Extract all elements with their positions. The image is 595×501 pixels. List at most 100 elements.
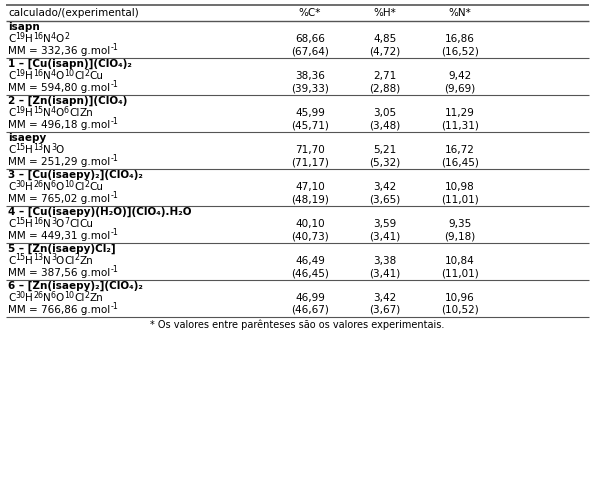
Text: 1 – [Cu(isapn)](ClO₄)₂: 1 – [Cu(isapn)](ClO₄)₂ bbox=[8, 59, 132, 69]
Text: 13: 13 bbox=[33, 254, 43, 263]
Text: (39,33): (39,33) bbox=[291, 83, 329, 93]
Text: 2: 2 bbox=[84, 179, 89, 188]
Text: (16,52): (16,52) bbox=[441, 46, 479, 56]
Text: -1: -1 bbox=[110, 43, 118, 52]
Text: 2: 2 bbox=[74, 254, 80, 263]
Text: (4,72): (4,72) bbox=[369, 46, 400, 56]
Text: Cu: Cu bbox=[80, 219, 93, 229]
Text: %N*: %N* bbox=[449, 8, 471, 18]
Text: C: C bbox=[8, 145, 15, 155]
Text: calculado/(experimental): calculado/(experimental) bbox=[8, 8, 139, 18]
Text: 19: 19 bbox=[15, 106, 25, 115]
Text: 10: 10 bbox=[64, 69, 74, 78]
Text: 45,99: 45,99 bbox=[295, 108, 325, 118]
Text: 3,42: 3,42 bbox=[374, 182, 397, 192]
Text: C: C bbox=[8, 34, 15, 44]
Text: 7: 7 bbox=[64, 216, 69, 225]
Text: O: O bbox=[56, 34, 64, 44]
Text: N: N bbox=[43, 71, 51, 81]
Text: (11,31): (11,31) bbox=[441, 120, 479, 130]
Text: isapn: isapn bbox=[8, 22, 40, 32]
Text: MM = 594,80 g.mol: MM = 594,80 g.mol bbox=[8, 83, 110, 93]
Text: 2,71: 2,71 bbox=[374, 71, 397, 81]
Text: C: C bbox=[8, 256, 15, 266]
Text: MM = 766,86 g.mol: MM = 766,86 g.mol bbox=[8, 305, 110, 315]
Text: Cl: Cl bbox=[69, 219, 80, 229]
Text: -1: -1 bbox=[110, 302, 118, 311]
Text: 26: 26 bbox=[33, 291, 43, 300]
Text: 68,66: 68,66 bbox=[295, 34, 325, 44]
Text: isaepy: isaepy bbox=[8, 133, 46, 143]
Text: -1: -1 bbox=[110, 117, 118, 126]
Text: 10: 10 bbox=[64, 291, 74, 300]
Text: 6 – [Zn(isaepy)₂](ClO₄)₂: 6 – [Zn(isaepy)₂](ClO₄)₂ bbox=[8, 281, 143, 291]
Text: -1: -1 bbox=[110, 154, 118, 163]
Text: 15: 15 bbox=[15, 254, 26, 263]
Text: Cl: Cl bbox=[69, 108, 79, 118]
Text: 15: 15 bbox=[15, 142, 26, 151]
Text: Cl: Cl bbox=[74, 293, 84, 303]
Text: N: N bbox=[43, 34, 51, 44]
Text: Zn: Zn bbox=[89, 293, 104, 303]
Text: 10,98: 10,98 bbox=[445, 182, 475, 192]
Text: 2: 2 bbox=[84, 69, 89, 78]
Text: C: C bbox=[8, 71, 15, 81]
Text: 16: 16 bbox=[33, 216, 43, 225]
Text: (67,64): (67,64) bbox=[291, 46, 329, 56]
Text: H: H bbox=[26, 219, 33, 229]
Text: Cu: Cu bbox=[89, 71, 104, 81]
Text: Cu: Cu bbox=[89, 182, 104, 192]
Text: (40,73): (40,73) bbox=[291, 231, 329, 241]
Text: 5,21: 5,21 bbox=[374, 145, 397, 155]
Text: 9,42: 9,42 bbox=[449, 71, 472, 81]
Text: O: O bbox=[56, 293, 64, 303]
Text: 4,85: 4,85 bbox=[374, 34, 397, 44]
Text: 15: 15 bbox=[33, 106, 43, 115]
Text: 15: 15 bbox=[15, 216, 26, 225]
Text: 6: 6 bbox=[64, 106, 69, 115]
Text: 10,96: 10,96 bbox=[445, 293, 475, 303]
Text: C: C bbox=[8, 219, 15, 229]
Text: 4 – [Cu(isaepy)(H₂O)](ClO₄).H₂O: 4 – [Cu(isaepy)(H₂O)](ClO₄).H₂O bbox=[8, 207, 192, 217]
Text: 5 – [Zn(isaepy)Cl₂]: 5 – [Zn(isaepy)Cl₂] bbox=[8, 244, 115, 255]
Text: %H*: %H* bbox=[374, 8, 396, 18]
Text: 46,99: 46,99 bbox=[295, 293, 325, 303]
Text: (3,41): (3,41) bbox=[369, 268, 400, 278]
Text: 16,86: 16,86 bbox=[445, 34, 475, 44]
Text: 30: 30 bbox=[15, 291, 26, 300]
Text: 40,10: 40,10 bbox=[295, 219, 325, 229]
Text: O: O bbox=[56, 182, 64, 192]
Text: 2: 2 bbox=[84, 291, 89, 300]
Text: -1: -1 bbox=[110, 191, 118, 200]
Text: (3,65): (3,65) bbox=[369, 194, 400, 204]
Text: H: H bbox=[25, 108, 33, 118]
Text: 19: 19 bbox=[15, 32, 25, 41]
Text: 11,29: 11,29 bbox=[445, 108, 475, 118]
Text: (71,17): (71,17) bbox=[291, 157, 329, 167]
Text: %C*: %C* bbox=[299, 8, 321, 18]
Text: MM = 332,36 g.mol: MM = 332,36 g.mol bbox=[8, 46, 110, 56]
Text: O: O bbox=[56, 108, 64, 118]
Text: -1: -1 bbox=[110, 80, 118, 89]
Text: O: O bbox=[56, 145, 64, 155]
Text: MM = 496,18 g.mol: MM = 496,18 g.mol bbox=[8, 120, 110, 130]
Text: Zn: Zn bbox=[79, 108, 93, 118]
Text: 9,35: 9,35 bbox=[449, 219, 472, 229]
Text: 3,42: 3,42 bbox=[374, 293, 397, 303]
Text: 2: 2 bbox=[64, 32, 69, 41]
Text: MM = 251,29 g.mol: MM = 251,29 g.mol bbox=[8, 157, 110, 167]
Text: H: H bbox=[26, 182, 33, 192]
Text: 6: 6 bbox=[51, 179, 56, 188]
Text: Cl: Cl bbox=[64, 256, 74, 266]
Text: 26: 26 bbox=[33, 179, 43, 188]
Text: 4: 4 bbox=[51, 69, 56, 78]
Text: * Os valores entre parênteses são os valores experimentais.: * Os valores entre parênteses são os val… bbox=[150, 320, 444, 331]
Text: 3,38: 3,38 bbox=[374, 256, 397, 266]
Text: N: N bbox=[43, 293, 51, 303]
Text: MM = 449,31 g.mol: MM = 449,31 g.mol bbox=[8, 231, 110, 241]
Text: Zn: Zn bbox=[80, 256, 93, 266]
Text: H: H bbox=[25, 34, 33, 44]
Text: (3,48): (3,48) bbox=[369, 120, 400, 130]
Text: -1: -1 bbox=[110, 228, 118, 237]
Text: 4: 4 bbox=[51, 32, 56, 41]
